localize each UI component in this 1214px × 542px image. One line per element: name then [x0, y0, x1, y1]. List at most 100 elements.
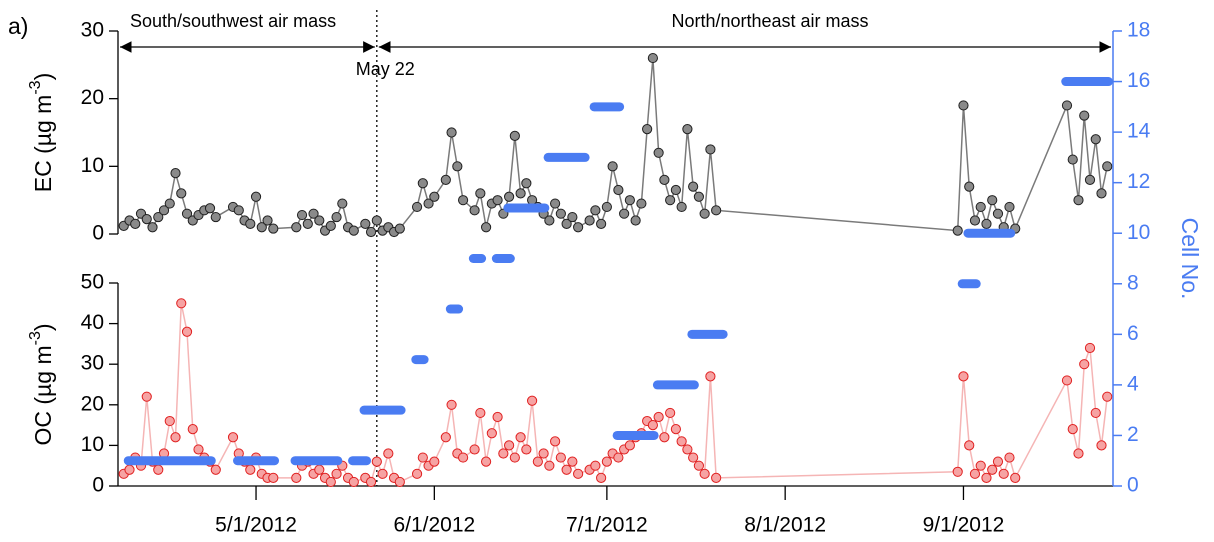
data-point: [394, 476, 405, 488]
data-point: [130, 218, 141, 229]
y-tick-label: 0: [92, 474, 104, 497]
data-point: [503, 440, 515, 451]
cell-bar: [491, 254, 515, 263]
data-point: [527, 395, 538, 406]
y-axis-label-sup: -3: [27, 80, 44, 94]
data-point: [705, 371, 716, 382]
data-point: [187, 424, 198, 435]
data-point: [181, 326, 193, 337]
data-point: [964, 440, 975, 451]
data-point: [555, 208, 566, 219]
data-point: [170, 432, 181, 443]
data-point: [561, 218, 572, 229]
data-point: [647, 52, 658, 64]
data-point: [147, 222, 158, 233]
data-point: [688, 452, 699, 463]
data-point: [480, 456, 492, 467]
data-point: [613, 184, 624, 196]
y2-tick-label: 10: [1127, 221, 1150, 244]
data-point: [1079, 359, 1090, 370]
data-point: [262, 215, 273, 226]
data-point: [624, 440, 635, 451]
y2-tick-label: 2: [1127, 423, 1139, 446]
data-point: [665, 407, 676, 419]
y-tick-label: 20: [81, 86, 104, 109]
data-point: [417, 178, 428, 189]
data-point: [969, 215, 981, 226]
data-point: [1067, 154, 1078, 165]
data-point: [699, 208, 710, 219]
data-point: [153, 211, 164, 223]
data-point: [952, 225, 963, 236]
data-point: [619, 208, 630, 219]
data-point: [164, 415, 175, 427]
data-point: [417, 452, 428, 463]
data-point: [509, 452, 520, 463]
data-point: [1073, 448, 1084, 459]
data-point: [176, 188, 187, 199]
data-point: [607, 161, 618, 172]
data-point: [1102, 391, 1113, 402]
data-point: [170, 168, 181, 179]
data-point: [1084, 174, 1096, 185]
y-axis-label-text: OC (µg m: [30, 345, 56, 445]
x-tick-label: 8/1/2012: [744, 514, 826, 537]
cell-bar: [612, 430, 659, 440]
data-point: [573, 468, 584, 479]
data-point: [337, 198, 348, 209]
data-point: [705, 144, 716, 155]
data-point: [682, 124, 693, 135]
data-point: [665, 195, 676, 206]
data-point: [1010, 472, 1021, 483]
y-axis-label-sup: -3: [27, 331, 44, 345]
data-point: [676, 201, 687, 213]
data-point: [245, 464, 256, 475]
data-point: [544, 460, 555, 471]
cell-bar: [359, 405, 406, 415]
data-point: [1084, 342, 1096, 354]
data-point: [601, 456, 612, 467]
data-point: [371, 456, 382, 467]
data-point: [153, 464, 164, 475]
data-point: [653, 411, 664, 423]
cell-bar: [503, 203, 550, 213]
data-point: [498, 448, 509, 459]
data-point: [992, 456, 1004, 467]
data-point: [682, 444, 693, 455]
cell-bar: [233, 456, 280, 466]
data-point: [250, 191, 262, 202]
cell-bar: [687, 329, 728, 339]
data-point: [291, 222, 302, 233]
data-point: [670, 424, 681, 435]
data-point: [1096, 440, 1107, 451]
data-point: [411, 201, 423, 213]
data-point: [331, 468, 342, 479]
y2-axis-label: Cell No.: [1177, 218, 1203, 300]
data-point: [711, 472, 722, 483]
data-point: [141, 214, 152, 225]
data-point: [348, 476, 359, 488]
data-point: [176, 298, 187, 309]
data-point: [1061, 375, 1073, 386]
cell-bar: [468, 254, 487, 263]
data-point: [952, 466, 963, 477]
data-point: [596, 472, 607, 483]
data-point: [688, 181, 699, 192]
data-point: [987, 195, 998, 206]
data-point: [676, 436, 687, 447]
data-point: [348, 225, 359, 236]
data-point: [469, 444, 480, 455]
data-point: [141, 391, 152, 402]
y2-tick-label: 6: [1127, 322, 1139, 345]
x-tick-label: 9/1/2012: [923, 514, 1005, 537]
cell-bar: [123, 456, 216, 466]
cell-bar: [589, 102, 625, 112]
data-point: [158, 205, 170, 216]
x-tick-label: 6/1/2012: [393, 514, 475, 537]
data-point: [308, 208, 319, 219]
data-point: [429, 456, 440, 467]
y-axis-label-end: ): [30, 73, 56, 81]
annotation: North/northeast air mass: [671, 11, 868, 31]
data-point: [256, 222, 267, 233]
